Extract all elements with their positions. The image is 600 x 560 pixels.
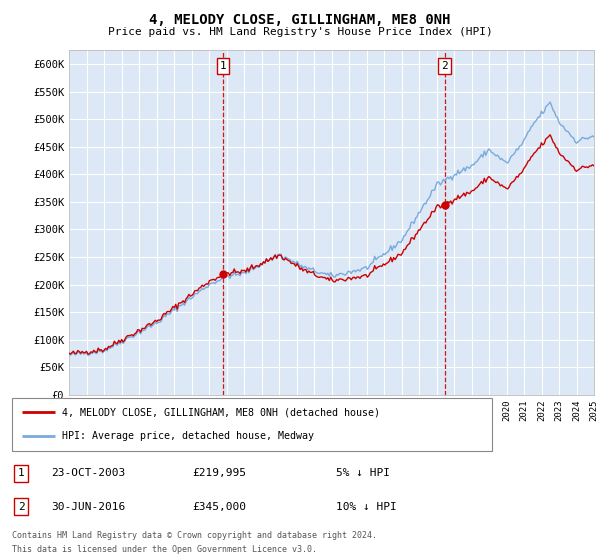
Text: 2: 2 [17,502,25,512]
Text: 2: 2 [441,61,448,71]
Text: 10% ↓ HPI: 10% ↓ HPI [336,502,397,512]
Text: 30-JUN-2016: 30-JUN-2016 [51,502,125,512]
Text: £345,000: £345,000 [192,502,246,512]
Text: HPI: Average price, detached house, Medway: HPI: Average price, detached house, Medw… [62,431,314,441]
Text: This data is licensed under the Open Government Licence v3.0.: This data is licensed under the Open Gov… [12,545,317,554]
Text: Contains HM Land Registry data © Crown copyright and database right 2024.: Contains HM Land Registry data © Crown c… [12,531,377,540]
Text: £219,995: £219,995 [192,468,246,478]
Text: 4, MELODY CLOSE, GILLINGHAM, ME8 0NH (detached house): 4, MELODY CLOSE, GILLINGHAM, ME8 0NH (de… [62,408,380,418]
Text: 4, MELODY CLOSE, GILLINGHAM, ME8 0NH: 4, MELODY CLOSE, GILLINGHAM, ME8 0NH [149,13,451,27]
FancyBboxPatch shape [12,398,492,451]
Text: Price paid vs. HM Land Registry's House Price Index (HPI): Price paid vs. HM Land Registry's House … [107,27,493,38]
Text: 23-OCT-2003: 23-OCT-2003 [51,468,125,478]
Text: 5% ↓ HPI: 5% ↓ HPI [336,468,390,478]
Text: 1: 1 [220,61,226,71]
Text: 1: 1 [17,468,25,478]
